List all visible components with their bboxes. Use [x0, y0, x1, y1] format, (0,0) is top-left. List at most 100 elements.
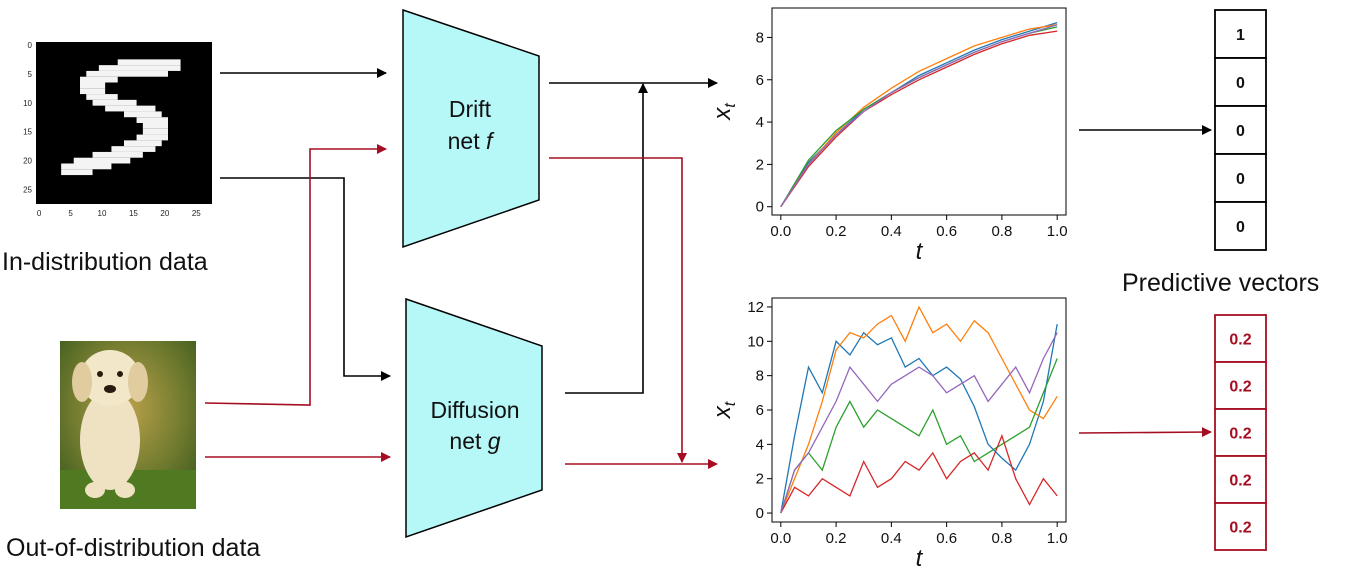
out-of-distribution-caption: Out-of-distribution data: [6, 534, 260, 562]
vector-cell: [1214, 105, 1267, 155]
y-tick-label: 0: [756, 505, 764, 522]
vector-value: 0: [1236, 171, 1245, 188]
mnist-pixel-row: [136, 117, 168, 123]
predictive-vectors-caption: Predictive vectors: [1122, 269, 1319, 297]
vector-value: 0.2: [1229, 426, 1251, 443]
y-tick-label: 2: [756, 156, 764, 173]
y-tick-label: 4: [756, 436, 764, 453]
vector-value: 0: [1236, 75, 1245, 92]
vector-value: 0.2: [1229, 332, 1251, 349]
y-tick-label: 6: [756, 72, 764, 89]
mnist-digit-image: 0 5 10 15 20 25 0 5 10 15 20 25: [23, 41, 212, 218]
x-tick-label: 0.8: [991, 530, 1012, 547]
mnist-pixel-row: [124, 140, 162, 147]
mnist-pixel-row: [98, 65, 181, 71]
x-tick-label: 0.4: [881, 530, 902, 547]
diffusion-net-line2: net g: [449, 428, 500, 454]
mnist-y-tick: 15: [23, 128, 32, 137]
x-tick-label: 1.0: [1047, 223, 1068, 240]
mnist-pixel-row: [80, 82, 106, 89]
mnist-x-tick: 20: [160, 209, 169, 218]
y-axis-label: xt: [709, 401, 739, 419]
mnist-x-tick: 25: [192, 209, 201, 218]
mnist-pixel-row: [73, 157, 131, 164]
ood-chart-to-vector-arrow: [1078, 427, 1212, 438]
series-line: [780, 433, 1058, 514]
drift-net: Drift net f: [402, 8, 540, 249]
mnist-x-tick: 0: [37, 209, 42, 218]
mnist-pixel-row: [136, 134, 168, 141]
mnist-pixel-row: [105, 105, 156, 112]
y-tick-label: 10: [747, 333, 764, 350]
in-distribution-caption: In-distribution data: [2, 248, 208, 276]
vector-cell: [1214, 502, 1267, 551]
x-tick-label: 0.6: [936, 530, 957, 547]
x-tick-label: 1.0: [1047, 530, 1068, 547]
series-line: [780, 30, 1058, 208]
mnist-pixel-row: [117, 59, 181, 66]
drift-net-line2: net f: [448, 128, 495, 154]
mnist-x-tick: 15: [129, 209, 138, 218]
vector-value: 0.2: [1229, 473, 1251, 490]
vector-value: 0: [1236, 219, 1245, 236]
vector-cell: [1214, 153, 1267, 203]
mnist-pixel-row: [124, 111, 162, 118]
dog-to-drift-arrow: [204, 144, 387, 406]
in-distribution-predictive-vector: 1 0 0 0 0: [1214, 9, 1267, 251]
series-line: [780, 21, 1058, 208]
mnist-pixel-row: [111, 146, 156, 152]
vector-value: 0: [1236, 123, 1245, 140]
vector-value: 1: [1236, 27, 1245, 44]
dog-photo: [60, 341, 196, 509]
mnist-to-diffusion-arrow: [220, 177, 391, 381]
mnist-x-tick: 10: [98, 209, 107, 218]
diffusion-to-drift-output-arrow: [565, 83, 648, 394]
mnist-y-tick: 20: [23, 157, 32, 166]
series-line: [780, 305, 1058, 514]
y-tick-label: 12: [747, 299, 764, 316]
series-line: [780, 358, 1058, 514]
series-line: [780, 323, 1058, 514]
drift-net-line1: Drift: [449, 96, 492, 122]
y-tick-label: 8: [756, 29, 764, 46]
mnist-axis: 0 5 10 15 20 25 0 5 10 15 20 25: [23, 41, 201, 218]
x-tick-label: 0.4: [881, 223, 902, 240]
y-tick-label: 6: [756, 402, 764, 419]
mnist-y-tick: 5: [28, 70, 33, 79]
drift-trajectory-chart: 0.0 0.2 0.4 0.6 0.8 1.0 0 2 4 6 8 t xt: [709, 7, 1068, 265]
mnist-y-tick: 10: [23, 99, 32, 108]
mnist-pixel-row: [86, 94, 118, 100]
y-tick-label: 8: [756, 368, 764, 385]
mnist-pixel-row: [92, 151, 143, 158]
y-axis-label: xt: [709, 103, 739, 121]
diffusion-net-line1: Diffusion: [430, 397, 519, 423]
drift-to-ood-chart-arrow: [549, 157, 687, 463]
vector-cell: [1214, 361, 1267, 410]
vector-cell: [1214, 314, 1267, 363]
y-tick-label: 2: [756, 471, 764, 488]
mnist-pixel-row: [86, 70, 168, 77]
series-line: [780, 26, 1058, 208]
x-tick-label: 0.2: [826, 530, 847, 547]
mnist-pixel-row: [142, 123, 168, 129]
mnist-y-tick: 25: [23, 186, 32, 195]
series-line: [780, 24, 1058, 208]
chart-frame: [771, 297, 1067, 523]
vector-cell: [1214, 201, 1267, 251]
vector-cell: [1214, 9, 1267, 59]
ood-predictive-vector: 0.2 0.2 0.2 0.2 0.2: [1214, 314, 1267, 551]
vector-cell: [1214, 408, 1267, 457]
series-line: [780, 24, 1058, 208]
vector-cell: [1214, 455, 1267, 504]
x-tick-label: 0.0: [770, 223, 791, 240]
series-line: [780, 332, 1058, 514]
diffusion-trajectory-chart: 0.0 0.2 0.4 0.6 0.8 1.0 0 2 4 6 8 10 12 t xt: [709, 297, 1068, 571]
x-tick-label: 0.0: [770, 530, 791, 547]
mnist-pixel-row: [142, 128, 168, 135]
mnist-x-tick: 5: [68, 209, 73, 218]
mnist-pixel-row: [92, 99, 137, 106]
y-tick-label: 4: [756, 114, 764, 131]
mnist-pixel-row: [61, 163, 112, 170]
chart-frame: [771, 7, 1067, 216]
